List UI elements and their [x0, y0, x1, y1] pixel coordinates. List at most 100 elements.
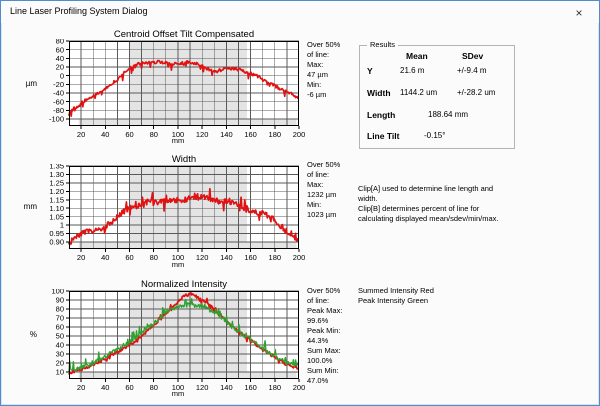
svg-text:80: 80 — [150, 253, 158, 262]
svg-text:20: 20 — [77, 383, 85, 392]
svg-text:1.25: 1.25 — [49, 178, 64, 187]
svg-text:90: 90 — [56, 296, 64, 305]
y-axis-unit-width: mm — [23, 202, 37, 211]
text-line: width. — [358, 194, 378, 203]
annotation-line: of line: — [307, 170, 330, 179]
chart-title-width: Width — [171, 154, 197, 165]
svg-text:160: 160 — [244, 130, 257, 139]
y-axis-unit-centroid: µm — [25, 79, 37, 88]
svg-text:80: 80 — [150, 130, 158, 139]
svg-text:0: 0 — [60, 71, 64, 80]
results-row-width-mean: 1144.2 um — [400, 88, 438, 97]
svg-text:-20: -20 — [53, 80, 64, 89]
annotation-line: 1232 µm — [307, 190, 337, 199]
svg-text:1: 1 — [60, 221, 64, 230]
svg-text:20: 20 — [56, 63, 64, 72]
results-row-width-label: Width — [367, 88, 391, 98]
results-row-width-sdev: +/-28.2 um — [457, 88, 496, 97]
svg-text:40: 40 — [101, 253, 109, 262]
svg-text:60: 60 — [125, 383, 133, 392]
svg-text:80: 80 — [150, 383, 158, 392]
text-line: Clip[B] determines percent of line for — [358, 204, 480, 213]
svg-text:40: 40 — [101, 383, 109, 392]
svg-text:60: 60 — [125, 253, 133, 262]
results-length-value: 188.64 mm — [428, 110, 469, 119]
annotation-line: 47.0% — [307, 376, 329, 385]
x-axis-unit-intensity: mm — [171, 389, 185, 398]
annotation-line: Max: — [307, 60, 324, 69]
annotation-line: Sum Max: — [307, 346, 341, 355]
svg-text:-60: -60 — [53, 97, 64, 106]
annotation-line: 99.6% — [307, 316, 329, 325]
svg-text:180: 180 — [269, 130, 282, 139]
annotation-line: Over 50% — [307, 160, 341, 169]
close-icon: × — [575, 6, 583, 20]
close-button[interactable]: × — [559, 1, 599, 25]
svg-text:200: 200 — [293, 130, 306, 139]
svg-text:60: 60 — [56, 45, 64, 54]
text-line: Clip[A] used to determine line length an… — [358, 184, 494, 193]
results-legend: Results — [367, 40, 399, 49]
svg-text:-40: -40 — [53, 89, 64, 98]
svg-text:120: 120 — [196, 383, 209, 392]
svg-text:100: 100 — [172, 130, 185, 139]
window-title: Line Laser Profiling System Dialog — [10, 6, 148, 16]
annotation-line: Min: — [307, 80, 322, 89]
results-header-sdev: SDev — [462, 51, 484, 61]
svg-text:50: 50 — [56, 332, 64, 341]
svg-text:-80: -80 — [53, 106, 64, 115]
chart-annotation-width: Over 50% of line: Max: 1232 µm Min: 1023 µm — [307, 160, 359, 220]
text-line: Peak Intensity Green — [358, 296, 429, 305]
chart-title-intensity: Normalized Intensity — [140, 279, 228, 290]
svg-text:30: 30 — [56, 350, 64, 359]
svg-text:140: 140 — [220, 383, 233, 392]
chart-annotation-centroid: Over 50% of line: Max: 47 µm Min: -6 µm — [307, 40, 359, 100]
svg-text:20: 20 — [77, 130, 85, 139]
text-line: calculating displayed mean/sdev/min/max. — [358, 214, 499, 223]
svg-text:-100: -100 — [49, 115, 64, 124]
svg-text:140: 140 — [220, 130, 233, 139]
svg-text:200: 200 — [293, 253, 306, 262]
results-row-y-mean: 21.6 m — [400, 66, 425, 75]
svg-text:180: 180 — [269, 253, 282, 262]
svg-text:160: 160 — [244, 383, 257, 392]
svg-text:60: 60 — [125, 130, 133, 139]
svg-text:60: 60 — [56, 323, 64, 332]
svg-text:10: 10 — [56, 368, 64, 377]
svg-text:1.05: 1.05 — [49, 212, 64, 221]
svg-text:1.10: 1.10 — [49, 204, 64, 213]
svg-text:80: 80 — [56, 305, 64, 314]
annotation-line: 100.0% — [307, 356, 333, 365]
svg-text:180: 180 — [269, 383, 282, 392]
results-groupbox: Results Mean SDev Y 21.6 m +/-9.4 m Widt… — [359, 40, 515, 149]
svg-text:1.15: 1.15 — [49, 195, 64, 204]
svg-text:40: 40 — [101, 130, 109, 139]
svg-text:70: 70 — [56, 314, 64, 323]
svg-text:120: 120 — [196, 253, 209, 262]
svg-text:0.90: 0.90 — [49, 238, 64, 247]
clip-description: Clip[A] used to determine line length an… — [358, 184, 558, 224]
results-line-tilt-value: -0.15° — [424, 131, 446, 140]
svg-text:160: 160 — [244, 253, 257, 262]
svg-text:140: 140 — [220, 253, 233, 262]
annotation-line: Sum Min: — [307, 366, 339, 375]
results-row-y-sdev: +/-9.4 m — [457, 66, 487, 75]
chart-annotation-intensity: Over 50% of line: Peak Max: 99.6% Peak Min: 4… — [307, 286, 359, 386]
svg-text:1.35: 1.35 — [49, 164, 64, 171]
x-axis-unit-width: mm — [171, 260, 185, 269]
chart-title-centroid-offset: Centroid Offset Tilt Compensated — [113, 29, 255, 40]
svg-text:20: 20 — [56, 359, 64, 368]
annotation-line: Peak Max: — [307, 306, 343, 315]
svg-text:80: 80 — [56, 39, 64, 46]
results-header-mean: Mean — [406, 51, 428, 61]
svg-text:1.20: 1.20 — [49, 187, 64, 196]
svg-text:40: 40 — [56, 54, 64, 63]
results-line-tilt-label: Line Tilt — [367, 131, 400, 141]
x-axis-unit-centroid: mm — [171, 136, 185, 145]
svg-text:40: 40 — [56, 341, 64, 350]
annotation-line: Over 50% — [307, 40, 341, 49]
